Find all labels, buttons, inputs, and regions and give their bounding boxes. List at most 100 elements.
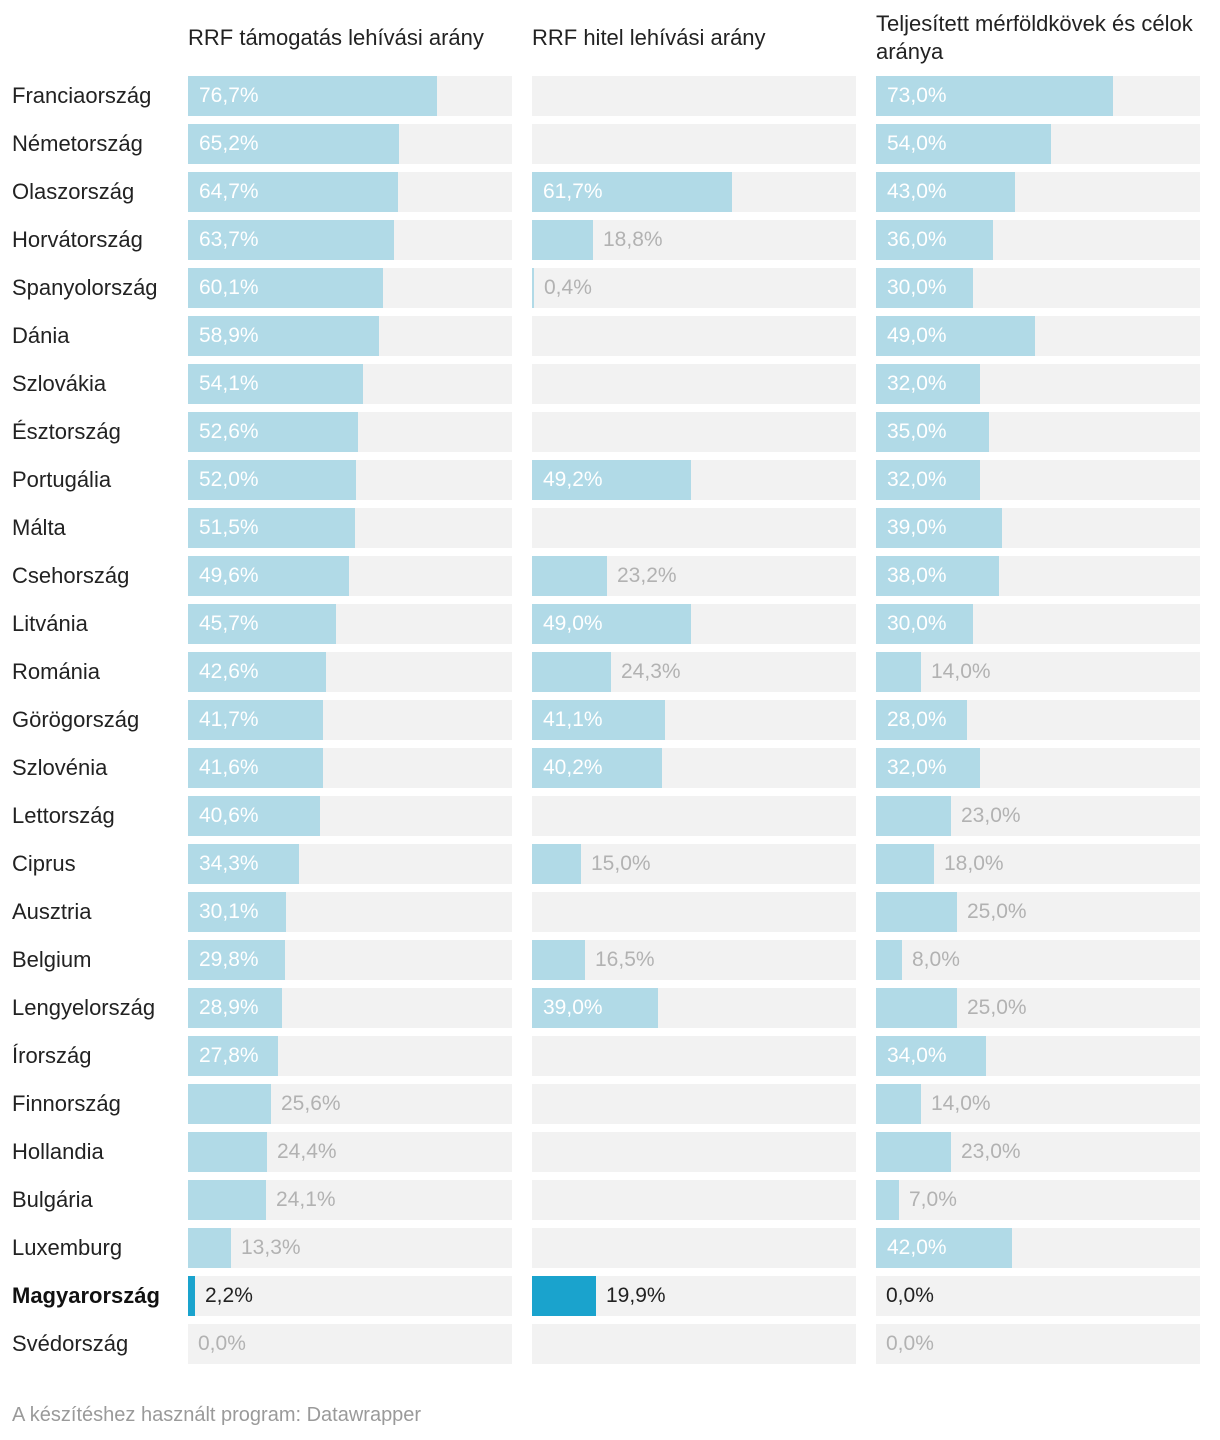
bar-track	[876, 1276, 1200, 1316]
bar	[188, 1036, 278, 1076]
data-label: 41,1%	[543, 708, 603, 731]
bar-track	[876, 1180, 1200, 1220]
bar	[532, 604, 691, 644]
data-label: 24,1%	[276, 1188, 336, 1211]
country-label: Írország	[12, 1043, 92, 1068]
data-label: 27,8%	[199, 1044, 259, 1067]
bar	[188, 844, 299, 884]
data-label: 49,0%	[543, 612, 603, 635]
bar-track	[532, 316, 856, 356]
data-label: 15,0%	[591, 852, 651, 875]
bar	[532, 1276, 596, 1316]
data-label: 52,0%	[199, 468, 259, 491]
bar	[876, 796, 951, 836]
bar	[532, 556, 607, 596]
data-label: 0,4%	[544, 276, 592, 299]
column-title-milestones: Teljesített mérföldkövek és célok aránya	[876, 11, 1193, 64]
country-label: Svédország	[12, 1331, 129, 1356]
bar	[188, 940, 285, 980]
bar	[188, 1276, 195, 1316]
bar	[876, 364, 980, 404]
data-label: 54,0%	[887, 132, 947, 155]
bar	[188, 1132, 267, 1172]
data-label: 16,5%	[595, 948, 655, 971]
country-label: Belgium	[12, 947, 92, 972]
country-label: Németország	[12, 131, 143, 156]
data-label: 42,6%	[199, 660, 259, 683]
country-label: Olaszország	[12, 179, 135, 204]
country-label: Lengyelország	[12, 995, 156, 1020]
data-label: 35,0%	[887, 420, 947, 443]
bar	[876, 412, 989, 452]
data-label: 64,7%	[199, 180, 259, 203]
data-label: 49,0%	[887, 324, 947, 347]
bar-track	[876, 940, 1200, 980]
data-label: 24,3%	[621, 660, 681, 683]
bar-track	[532, 1228, 856, 1268]
data-label: 41,6%	[199, 756, 259, 779]
bar	[876, 1180, 899, 1220]
bar	[876, 268, 973, 308]
bar-track	[188, 1276, 512, 1316]
bar	[876, 1228, 1012, 1268]
data-label: 51,5%	[199, 516, 259, 539]
data-label: 58,9%	[199, 324, 259, 347]
bar-track	[532, 1180, 856, 1220]
data-label: 24,4%	[277, 1140, 337, 1163]
country-label: Bulgária	[12, 1187, 93, 1212]
bar	[188, 1084, 271, 1124]
bar	[188, 76, 437, 116]
data-label: 23,2%	[617, 564, 677, 587]
country-label: Portugália	[12, 467, 112, 492]
country-label: Ciprus	[12, 851, 76, 876]
data-label: 25,0%	[967, 900, 1027, 923]
bar	[188, 412, 358, 452]
country-label: Szlovénia	[12, 755, 108, 780]
data-label: 28,9%	[199, 996, 259, 1019]
bar-track	[188, 1228, 512, 1268]
data-label: 76,7%	[199, 84, 259, 107]
data-label: 43,0%	[887, 180, 947, 203]
data-label: 18,0%	[944, 852, 1004, 875]
bar	[876, 940, 902, 980]
bar	[532, 748, 662, 788]
data-label: 0,0%	[886, 1284, 934, 1307]
country-label: Dánia	[12, 323, 70, 348]
data-label: 40,6%	[199, 804, 259, 827]
bar	[876, 124, 1051, 164]
data-label: 30,0%	[887, 612, 947, 635]
bar	[188, 460, 356, 500]
country-label: Hollandia	[12, 1139, 104, 1164]
data-label: 39,0%	[543, 996, 603, 1019]
bar	[532, 220, 593, 260]
bar	[188, 700, 323, 740]
data-label: 0,0%	[198, 1332, 246, 1355]
data-label: 30,0%	[887, 276, 947, 299]
country-label: Ausztria	[12, 899, 92, 924]
bar-track	[532, 892, 856, 932]
bar	[188, 172, 398, 212]
bar	[188, 652, 326, 692]
data-label: 25,0%	[967, 996, 1027, 1019]
data-label: 7,0%	[909, 1188, 957, 1211]
bar-track	[876, 1084, 1200, 1124]
bar-track	[532, 412, 856, 452]
country-label: Litvánia	[12, 611, 88, 636]
country-label: Málta	[12, 515, 66, 540]
bar-track	[532, 1324, 856, 1364]
country-label: Szlovákia	[12, 371, 107, 396]
data-label: 54,1%	[199, 372, 259, 395]
bar	[188, 988, 282, 1028]
bar	[188, 796, 320, 836]
bar	[876, 220, 993, 260]
data-label: 49,2%	[543, 468, 603, 491]
data-label: 14,0%	[931, 1092, 991, 1115]
bar-track	[188, 1324, 512, 1364]
country-label: Görögország	[12, 707, 140, 732]
data-label: 8,0%	[912, 948, 960, 971]
bar	[188, 1180, 266, 1220]
bar	[876, 76, 1113, 116]
bar-track	[532, 1132, 856, 1172]
bar-track	[532, 508, 856, 548]
bar	[876, 988, 957, 1028]
